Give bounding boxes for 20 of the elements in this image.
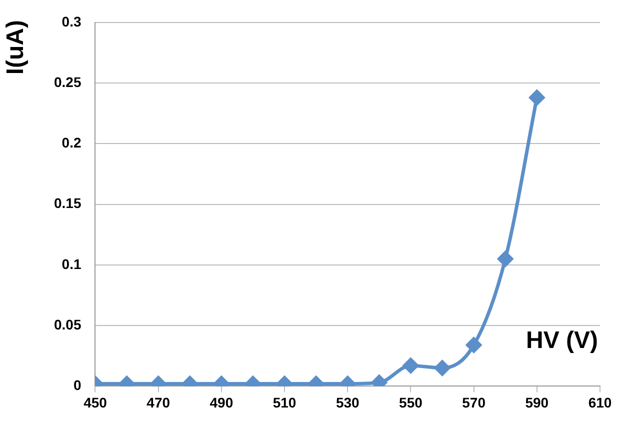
y-tick-label: 0.25 bbox=[54, 74, 82, 90]
x-tick-label: 490 bbox=[210, 394, 234, 410]
x-tick-label: 550 bbox=[399, 394, 423, 410]
y-tick-label: 0.1 bbox=[62, 256, 82, 272]
y-tick-label: 0.05 bbox=[54, 316, 82, 332]
y-tick-label: 0.2 bbox=[62, 134, 82, 151]
x-tick-label: 450 bbox=[84, 394, 108, 410]
y-tick-label: 0 bbox=[73, 377, 82, 394]
y-tick-label: 0.15 bbox=[54, 195, 82, 212]
x-tick-label: 470 bbox=[146, 394, 170, 410]
x-tick-label: 510 bbox=[272, 394, 296, 410]
y-axis-title: I(uA) bbox=[2, 20, 30, 75]
point bbox=[498, 251, 514, 267]
x-tick-label: 530 bbox=[336, 394, 360, 410]
y-tick-label: 0.3 bbox=[62, 13, 82, 30]
x-axis-title: HV (V) bbox=[526, 327, 598, 355]
x-tick-label: 610 bbox=[588, 394, 612, 410]
x-tick-label: 590 bbox=[525, 394, 549, 410]
x-tick-label: 570 bbox=[462, 394, 486, 410]
point bbox=[529, 90, 545, 106]
